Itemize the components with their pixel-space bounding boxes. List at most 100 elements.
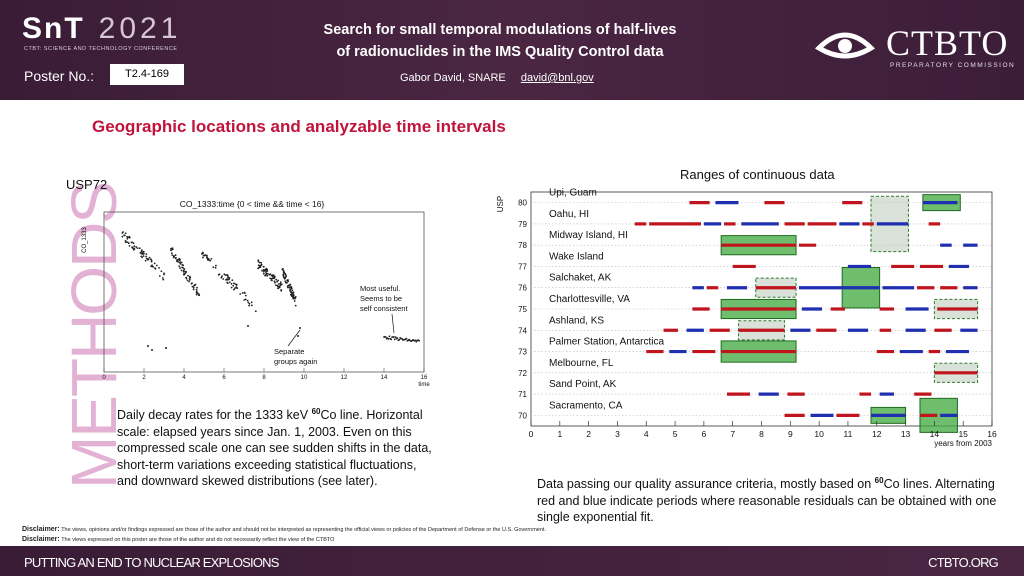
plot1-point	[126, 241, 129, 243]
plot1-point	[142, 250, 145, 253]
plot1-point	[218, 273, 221, 276]
chart-xtick-label: 16	[987, 429, 997, 439]
plot1-point	[185, 270, 187, 273]
plot1-point	[270, 277, 273, 280]
chart-xtick-label: 3	[615, 429, 620, 439]
plot1-point	[263, 269, 266, 272]
plot1-point	[289, 286, 292, 289]
plot1-point	[287, 286, 289, 289]
plot1-point	[277, 279, 280, 282]
chart-xtick-label: 2	[586, 429, 591, 439]
plot1-point	[182, 269, 185, 272]
plot1-point	[265, 273, 268, 275]
plot1-point	[162, 278, 165, 281]
chart-station-label: Wake Island	[549, 251, 604, 262]
plot1-point	[248, 304, 251, 307]
plot1-point	[290, 294, 293, 297]
plot1-point	[277, 285, 279, 288]
author-email-link[interactable]: david@bnl.gov	[520, 72, 594, 84]
plot1-point	[132, 248, 135, 251]
plot1-point	[146, 258, 149, 261]
plot1-point	[244, 294, 247, 297]
plot1-point	[177, 261, 180, 263]
plot1-point	[161, 277, 164, 279]
plot1-point	[142, 255, 145, 257]
chart-station-label: Charlottesville, VA	[549, 294, 630, 305]
caption1-text-b: Co line.	[320, 408, 363, 423]
footer-website-link[interactable]: CTBTO.ORG	[928, 555, 999, 570]
plot1-point	[241, 292, 244, 294]
chart-xlabel: years from 2003	[934, 439, 992, 448]
plot1-point	[215, 264, 217, 267]
plot1-point	[152, 266, 154, 268]
plot1-point	[266, 274, 269, 277]
plot1-point	[275, 278, 278, 281]
plot1-point	[133, 247, 135, 250]
chart-xtick-label: 5	[673, 429, 678, 439]
plot1-point	[247, 325, 249, 327]
plot1-point	[283, 277, 286, 280]
poster-title-line1: Search for small temporal modulations of…	[323, 22, 677, 38]
plot1-point	[125, 241, 127, 244]
poster-number-field: T2.4-169	[110, 64, 184, 85]
plot1-point	[282, 274, 285, 277]
plot1-ylabel: CO_1333	[82, 226, 88, 252]
chart-xtick-label: 13	[901, 429, 911, 439]
plot1-xlabel: time	[418, 382, 430, 388]
chart-station-label: Melbourne, FL	[549, 358, 614, 369]
chart-ytick-label: 76	[518, 284, 527, 293]
plot1-point	[148, 256, 151, 259]
chart-ytick-label: 72	[518, 369, 527, 378]
caption2-text-a: Data passing our quality assurance crite…	[537, 477, 875, 492]
chart-station-label: Sacramento, CA	[549, 400, 623, 411]
plot1-point	[262, 272, 265, 275]
chart-xtick-label: 10	[814, 429, 824, 439]
plot1-xtick-label: 0	[102, 375, 106, 381]
plot1-point	[191, 282, 193, 284]
chart-ytick-label: 80	[518, 199, 527, 208]
chart-boxes	[720, 194, 979, 433]
chart-xtick-label: 4	[644, 429, 649, 439]
decay-rate-scatter-plot: CO_1333:time {0 < time && time < 16} CO_…	[82, 199, 430, 388]
plot1-point	[145, 255, 147, 258]
plot1-point	[262, 270, 265, 273]
plot1-point	[170, 252, 173, 254]
plot1-point	[275, 284, 277, 287]
plot1-point	[180, 269, 183, 272]
plot1-point	[287, 279, 289, 281]
plot1-point	[262, 265, 265, 268]
plot1-point	[123, 234, 126, 237]
plot1-point	[140, 252, 143, 255]
caption1-text-a: Daily decay rates for the 1333 keV	[117, 408, 312, 423]
plot1-point	[289, 284, 291, 287]
plot1-xtick-label: 14	[381, 375, 388, 381]
plot1-point	[258, 261, 261, 264]
plot1-point	[195, 290, 198, 293]
plot1-point	[178, 259, 181, 262]
plot1-point	[150, 258, 152, 260]
plot1-point	[210, 258, 213, 260]
plot1-station-title: USP72	[66, 177, 108, 192]
plot1-point	[387, 338, 390, 340]
chart-xtick-label: 6	[702, 429, 707, 439]
annotation-most-useful: Most useful.	[360, 284, 400, 293]
section-title: Geographic locations and analyzable time…	[92, 117, 506, 136]
plot1-xtick-label: 8	[262, 375, 266, 381]
caption-decay-rates: Daily decay rates for the 1333 keV 60Co …	[117, 404, 437, 490]
poster-title: Search for small temporal modulations of…	[260, 19, 740, 63]
plot1-point	[393, 338, 396, 341]
chart-ytick-label: 74	[518, 326, 527, 335]
poster-number-label: Poster No.:	[24, 68, 95, 84]
plot1-point	[254, 310, 257, 313]
plot1-point	[158, 275, 161, 277]
plot1-point	[257, 264, 260, 267]
chart-ytick-label: 71	[518, 390, 527, 399]
chart-station-label: Palmer Station, Antarctica	[549, 337, 664, 348]
caption2-text-rest: Alternating red and blue indicate period…	[537, 477, 997, 525]
plot1-point	[189, 278, 191, 281]
plot1-point	[384, 336, 387, 338]
ctbto-logo-text: CTBTO	[886, 23, 1009, 63]
plot1-point	[202, 254, 205, 257]
annotation-seems: Seems to be	[360, 294, 402, 303]
plot1-point	[183, 273, 185, 276]
